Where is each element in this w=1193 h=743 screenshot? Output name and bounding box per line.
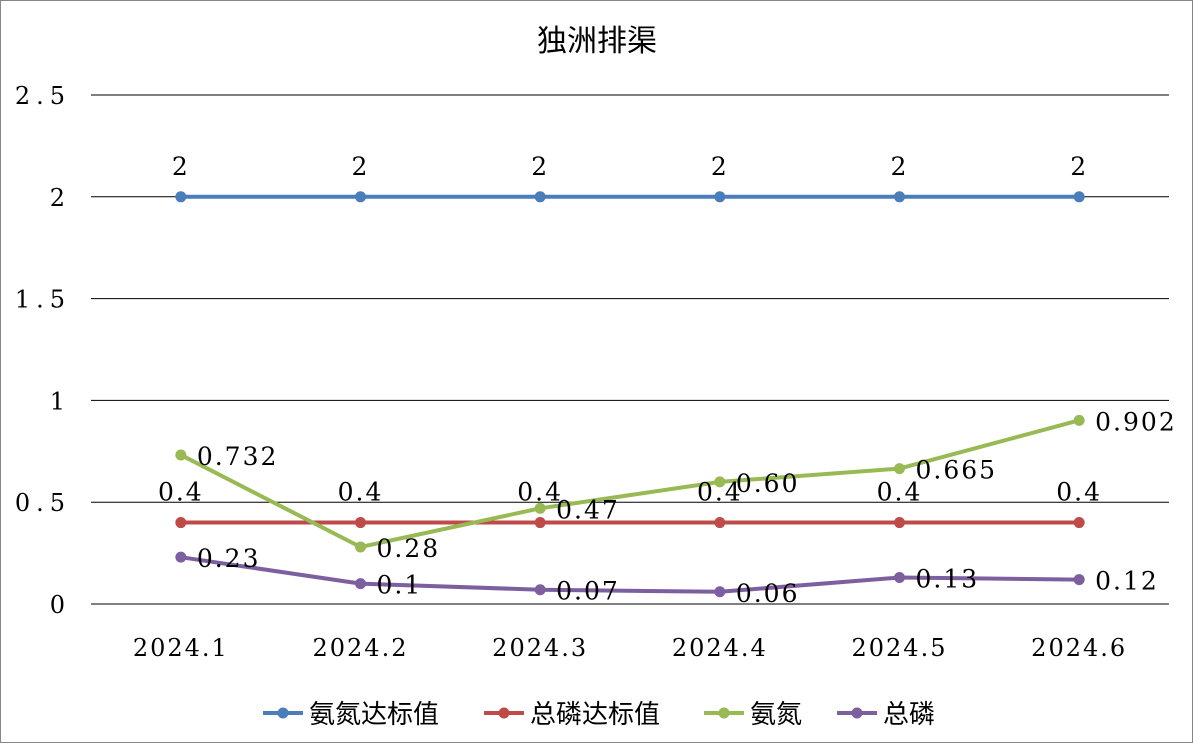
data-label-s3-p2: 0.07: [556, 577, 620, 606]
data-label-s0-p4: 2: [891, 152, 909, 181]
legend-label-0: 氨氮达标值: [309, 700, 439, 730]
data-label-s1-p0: 0.4: [158, 478, 204, 507]
data-label-s1-p1: 0.4: [338, 478, 384, 507]
data-label-s0-p0: 2: [172, 152, 190, 181]
series-1-point-0: [175, 517, 187, 529]
data-label-s3-p4: 0.13: [916, 565, 980, 594]
legend-marker-2: [718, 707, 730, 719]
legend: 氨氮达标值 总磷达标值 氨氮 总磷: [263, 700, 935, 730]
x-tick-label-5: 2024.6: [1031, 634, 1127, 662]
legend-marker-3: [851, 707, 863, 719]
series-line-2: [178, 418, 1082, 549]
data-label-s1-p4: 0.4: [877, 478, 923, 507]
series-1-point-1: [355, 517, 366, 529]
series-2-point-3: [714, 476, 726, 488]
x-tick-label-0: 2024.1: [133, 634, 229, 662]
series-0-point-0: [175, 191, 187, 203]
y-tick-label-0: 0: [50, 591, 71, 619]
y-tick-label-5: 2.5: [15, 82, 71, 110]
data-labels: 2 2 2 2 2 2 0.4 0.4 0.4 0.4 0.4 0.4 0.732 0.28 0.47 0.6…: [158, 152, 1177, 608]
y-tick-label-4: 2: [50, 184, 71, 212]
data-label-s3-p5: 0.12: [1095, 567, 1159, 596]
data-label-s2-p2: 0.47: [556, 495, 620, 524]
series-2-point-1: [355, 541, 366, 553]
x-tick-label-4: 2024.5: [852, 634, 948, 662]
y-tick-label-2: 1: [50, 387, 71, 415]
data-label-s0-p2: 2: [531, 152, 549, 181]
data-label-s1-p5: 0.4: [1056, 478, 1102, 507]
series-0-point-2: [534, 191, 546, 203]
series-2-point-0: [175, 449, 187, 461]
data-label-s2-p0: 0.732: [197, 442, 279, 471]
gridlines: [91, 94, 1169, 605]
series-line-3: [178, 555, 1082, 594]
y-axis-ticks: 0 0.5 1 1.5 2 2.5: [15, 82, 71, 619]
data-label-s3-p0: 0.23: [197, 544, 261, 573]
series-2-point-5: [1073, 414, 1085, 426]
series-1-point-5: [1073, 517, 1085, 529]
data-label-s3-p1: 0.1: [377, 571, 423, 600]
series-3-point-2: [534, 584, 546, 596]
y-tick-label-1: 0.5: [15, 489, 71, 517]
data-label-s0-p1: 2: [352, 152, 370, 181]
series-3-point-4: [894, 572, 905, 584]
x-tick-label-1: 2024.2: [313, 634, 409, 662]
series-group: [175, 191, 1085, 598]
series-3-point-1: [355, 578, 366, 590]
data-label-s3-p3: 0.06: [736, 579, 800, 608]
x-tick-label-2: 2024.3: [492, 634, 588, 662]
data-label-s2-p5: 0.902: [1095, 407, 1177, 436]
series-3-point-5: [1073, 574, 1085, 586]
data-label-s2-p4: 0.665: [916, 456, 998, 485]
series-3-point-3: [714, 586, 726, 598]
series-1-point-2: [534, 517, 546, 529]
data-label-s1-p2: 0.4: [517, 478, 563, 507]
data-label-s1-p3: 0.4: [697, 478, 743, 507]
data-label-s0-p5: 2: [1070, 152, 1088, 181]
legend-marker-1: [498, 707, 510, 719]
chart-title: 独洲排渠: [537, 24, 657, 59]
data-label-s0-p3: 2: [711, 152, 729, 181]
series-2-point-4: [894, 463, 905, 475]
series-1-point-4: [894, 517, 905, 529]
legend-label-1: 总磷达标值: [530, 700, 660, 730]
series-0-point-3: [714, 191, 726, 203]
series-0-point-5: [1073, 191, 1085, 203]
legend-marker-0: [277, 707, 289, 719]
legend-label-3: 总磷: [883, 700, 935, 730]
series-0-point-1: [355, 191, 366, 203]
data-label-s2-p1: 0.28: [377, 534, 441, 563]
series-0-point-4: [894, 191, 905, 203]
x-axis-ticks: 2024.1 2024.2 2024.3 2024.4 2024.5 2024.6: [133, 634, 1127, 662]
y-tick-label-3: 1.5: [15, 286, 71, 314]
series-3-point-0: [175, 551, 187, 563]
series-1-point-3: [714, 517, 726, 529]
data-label-s2-p3: 0.60: [736, 469, 800, 498]
x-tick-label-3: 2024.4: [672, 634, 768, 662]
series-2-point-2: [534, 502, 546, 514]
legend-label-2: 氨氮: [750, 700, 802, 730]
